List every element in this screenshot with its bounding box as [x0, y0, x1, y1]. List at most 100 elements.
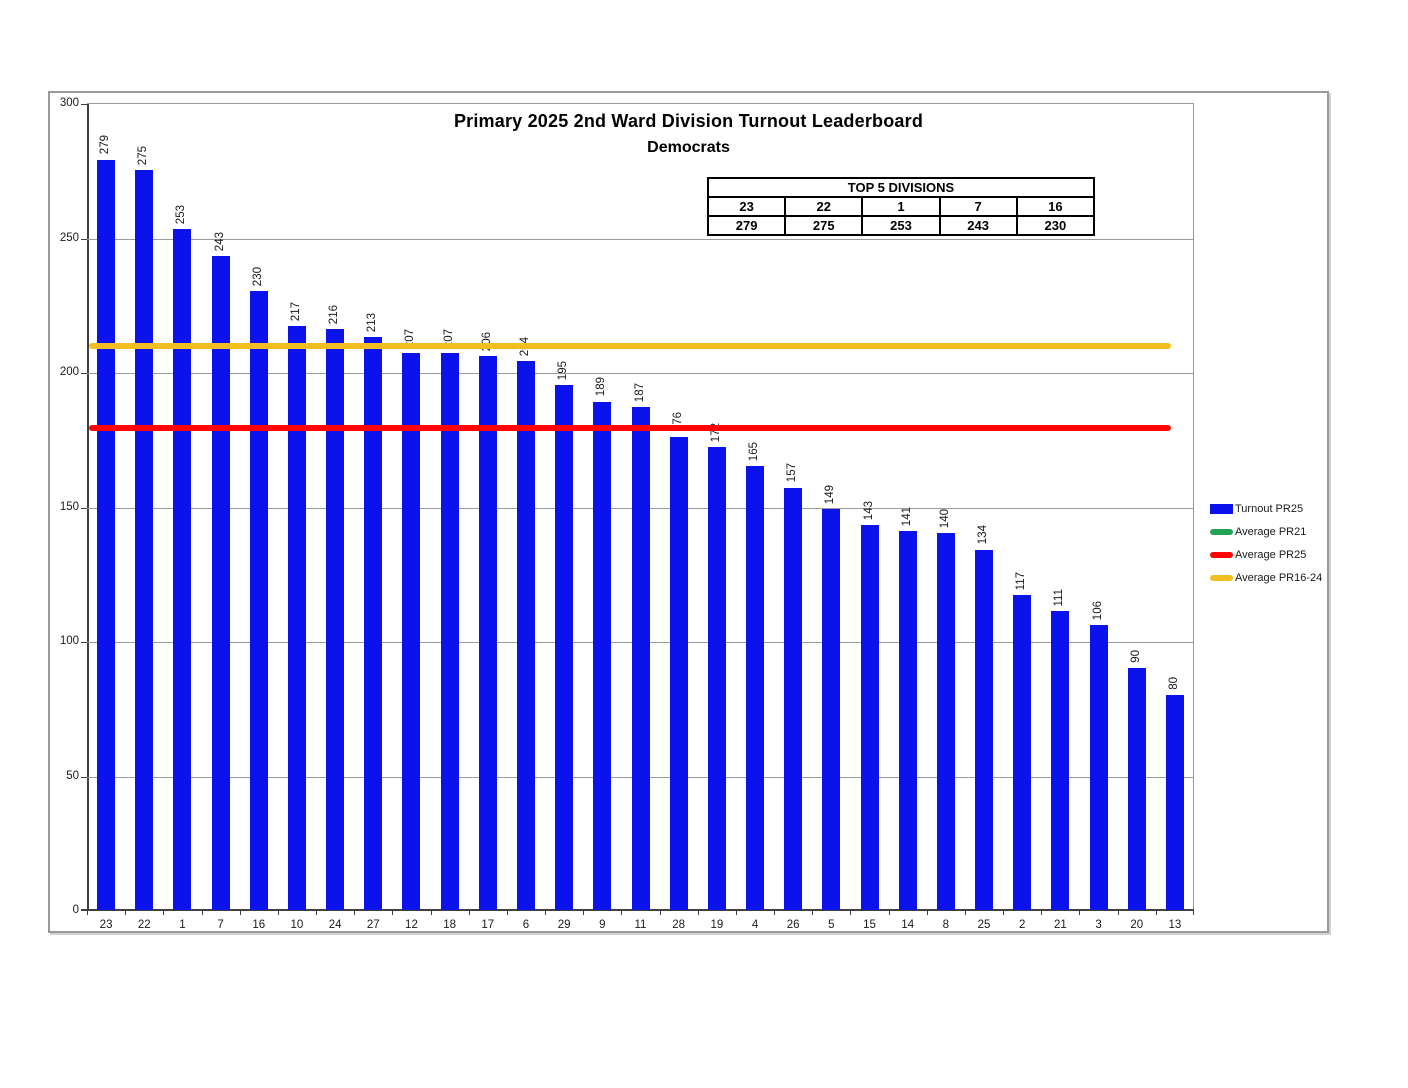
x-axis-tick — [812, 910, 813, 915]
top5-division-cell: 22 — [784, 196, 864, 217]
top5-division-cell: 23 — [706, 196, 787, 217]
legend-item: Average PR25 — [1210, 549, 1328, 561]
x-axis-label: 22 — [137, 919, 151, 931]
bar — [1165, 694, 1184, 910]
bar — [593, 401, 612, 910]
top5-divisions-table: TOP 5 DIVISIONS 23 22 1 7 16 279 275 253 243 230 — [706, 177, 1096, 236]
x-axis-label: 3 — [1095, 919, 1102, 931]
bar — [97, 159, 116, 910]
bar-value-label: 143 — [862, 501, 875, 521]
top5-value-cell: 275 — [784, 215, 864, 236]
x-axis-label: 27 — [366, 919, 380, 931]
x-axis-tick — [125, 910, 126, 915]
x-axis-label: 2 — [1019, 919, 1026, 931]
bar — [364, 337, 383, 910]
y-axis-tick — [81, 910, 87, 911]
legend-swatch — [1210, 504, 1233, 514]
bar — [860, 525, 879, 910]
x-axis-tick — [240, 910, 241, 915]
bar-value-label: 187 — [633, 382, 646, 402]
x-axis-label: 25 — [977, 919, 991, 931]
bar — [975, 549, 994, 910]
bar — [1013, 595, 1032, 910]
legend-item: Average PR21 — [1210, 526, 1328, 538]
bar-value-label: 140 — [938, 509, 951, 529]
bar — [1089, 624, 1108, 910]
x-axis-tick — [202, 910, 203, 915]
y-axis-label: 300 — [59, 97, 79, 109]
top5-header-cell: TOP 5 DIVISIONS — [707, 177, 1095, 198]
x-axis-label: 9 — [599, 919, 606, 931]
bar — [249, 291, 268, 910]
bar — [936, 533, 955, 910]
x-axis-tick — [316, 910, 317, 915]
top5-division-cell: 1 — [861, 196, 941, 217]
top5-value-cell: 243 — [938, 215, 1018, 236]
top5-value-cell: 253 — [861, 215, 941, 236]
x-axis-label: 17 — [481, 919, 495, 931]
legend-item: Turnout PR25 — [1210, 503, 1328, 515]
x-axis-tick — [163, 910, 164, 915]
x-axis-label: 12 — [405, 919, 418, 931]
bar-value-label: 134 — [977, 525, 990, 545]
bar-value-label: 216 — [328, 304, 341, 324]
legend-label: Average PR16-24 — [1235, 572, 1323, 584]
x-axis-label: 10 — [290, 919, 304, 931]
x-axis-tick — [965, 910, 966, 915]
x-axis-tick — [850, 910, 851, 915]
average-line-average-pr25 — [89, 425, 1171, 432]
x-axis-line — [81, 909, 1194, 911]
bar-value-label: 243 — [213, 232, 226, 252]
x-axis-label: 6 — [522, 919, 530, 931]
bar — [898, 530, 917, 910]
bar — [516, 361, 535, 910]
bar-value-label: 275 — [137, 146, 150, 166]
bar — [1051, 611, 1070, 910]
x-axis-label: 14 — [901, 919, 915, 931]
bar-value-label: 157 — [786, 463, 799, 483]
x-axis-label: 19 — [710, 919, 724, 931]
bar-value-label: 230 — [251, 267, 264, 287]
x-axis-label: 8 — [942, 919, 950, 931]
x-axis-tick — [1156, 910, 1157, 915]
x-axis-tick — [698, 910, 699, 915]
x-axis-tick — [431, 910, 432, 915]
x-axis-label: 11 — [634, 919, 647, 931]
top5-value-row: 279 275 253 243 230 — [706, 215, 1096, 236]
x-axis-label: 21 — [1053, 919, 1067, 931]
x-axis-label: 7 — [217, 919, 224, 931]
gridline — [87, 238, 1193, 240]
x-axis-label: 4 — [751, 919, 759, 931]
legend: Turnout PR25 Average PR21 Average PR25 Aver… — [1210, 503, 1328, 595]
chart-frame: Primary 2025 2nd Ward Division Turnout L… — [48, 91, 1329, 933]
x-axis-tick — [354, 910, 355, 915]
legend-label: Turnout PR25 — [1235, 503, 1304, 515]
bar — [555, 385, 574, 910]
bar — [822, 509, 841, 910]
x-axis-tick — [392, 910, 393, 915]
bar — [135, 170, 154, 910]
top5-division-cell: 16 — [1015, 196, 1096, 217]
chart-title: Primary 2025 2nd Ward Division Turnout L… — [453, 111, 924, 131]
bar — [746, 466, 765, 910]
y-axis-tick — [81, 777, 87, 778]
x-axis-label: 1 — [179, 919, 186, 931]
x-axis-label: 20 — [1130, 919, 1144, 931]
x-axis-tick — [1041, 910, 1042, 915]
bar-value-label: 195 — [557, 361, 570, 381]
x-axis-tick — [1118, 910, 1119, 915]
x-axis-tick — [278, 910, 279, 915]
legend-swatch — [1210, 552, 1233, 558]
bar — [669, 436, 688, 910]
legend-item: Average PR16-24 — [1210, 572, 1328, 584]
x-axis-tick — [87, 910, 88, 915]
x-axis-tick — [774, 910, 775, 915]
bar-value-label: 141 — [900, 506, 913, 526]
bar — [326, 328, 345, 910]
bar — [707, 447, 726, 910]
bar-value-label: 80 — [1167, 677, 1180, 690]
bar-value-label: 90 — [1129, 650, 1142, 663]
x-axis-label: 15 — [863, 919, 876, 931]
bar-value-label: 149 — [824, 485, 837, 505]
y-axis-label: 50 — [66, 769, 79, 782]
